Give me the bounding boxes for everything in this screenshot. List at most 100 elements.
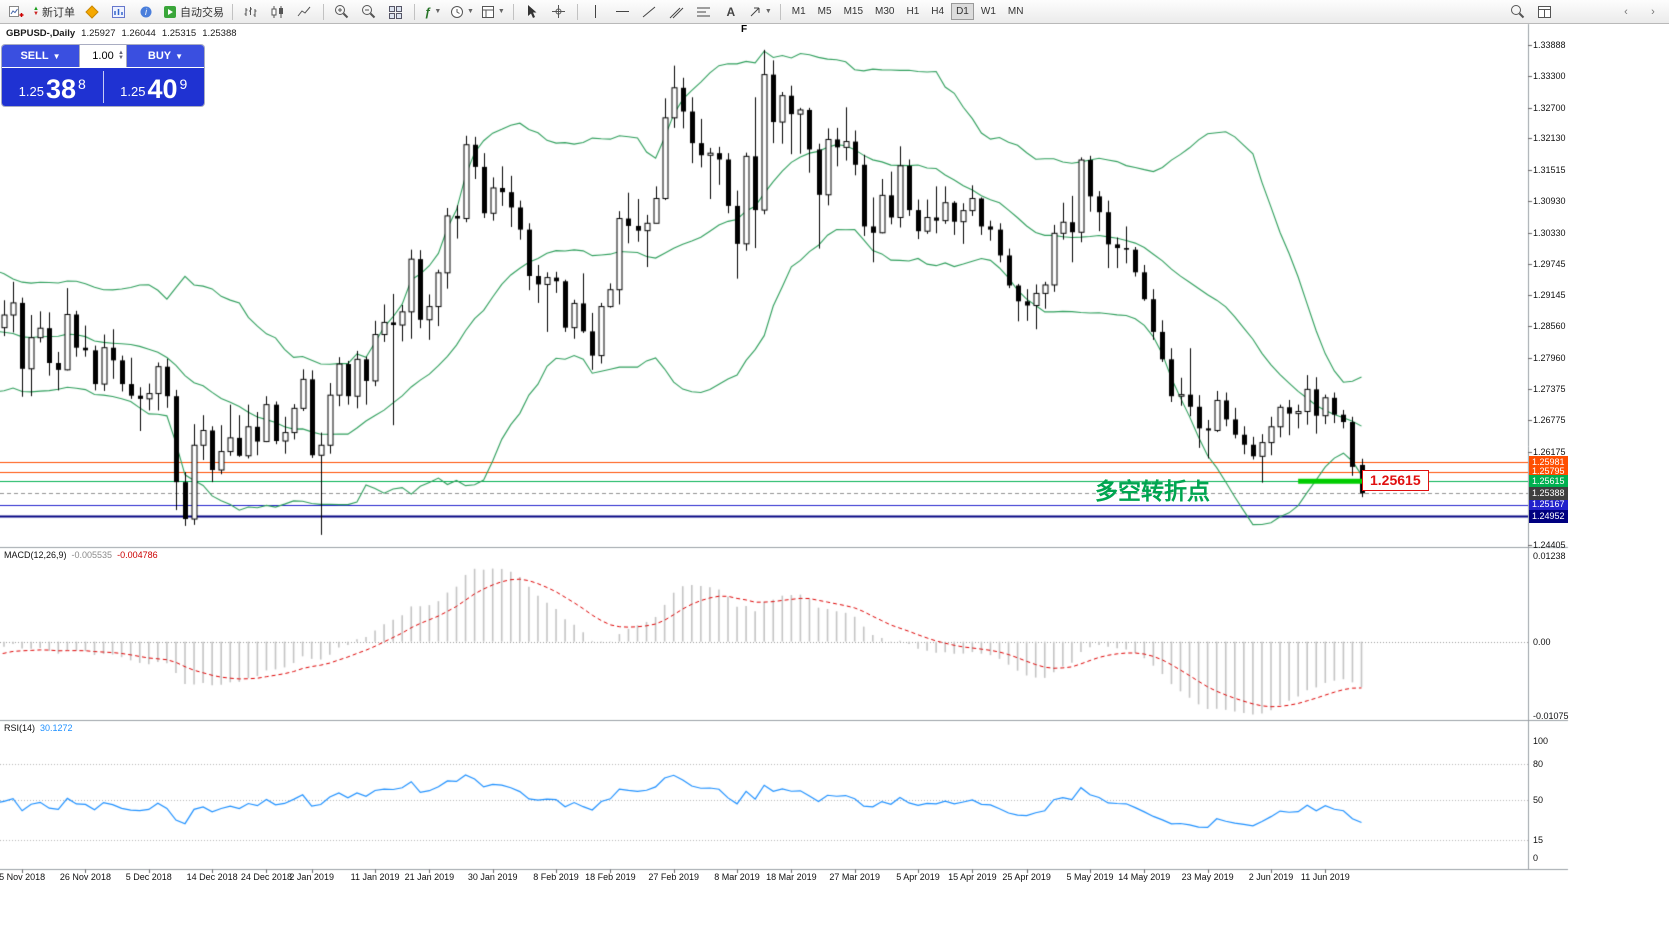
timeframe-m5-button[interactable]: M5: [817, 6, 832, 17]
macd-main-value: -0.005535: [71, 550, 113, 560]
timeframe-m30-button[interactable]: M30: [875, 6, 895, 17]
search-button[interactable]: [1504, 2, 1530, 22]
sell-price-button[interactable]: 1.25 38 8: [2, 68, 103, 106]
toolbar-separator: [322, 3, 324, 20]
candlestick-chart-icon: [271, 5, 284, 18]
turning-point-annotation: 多空转折点: [1095, 478, 1210, 504]
new-order-button[interactable]: ▲ ▼ 新订单: [30, 2, 78, 22]
sell-price-point: 8: [78, 76, 86, 92]
bar-chart-button[interactable]: [238, 2, 264, 22]
toolbar-separator: [576, 3, 578, 20]
flag-marker: F: [741, 24, 748, 35]
vertical-line-tool-button[interactable]: [583, 2, 609, 22]
templates-button[interactable]: ▼: [478, 2, 508, 22]
chevron-down-icon: ▼: [434, 8, 442, 15]
data-window-icon: [1537, 5, 1551, 18]
bar-chart-icon: [244, 6, 257, 17]
buy-price-button[interactable]: 1.25 40 9: [104, 68, 205, 106]
new-chart-icon: [9, 6, 24, 17]
zoom-in-button[interactable]: [329, 2, 355, 22]
quote-header: GBPUSD-,Daily 1.25927 1.26044 1.25315 1.…: [6, 28, 237, 39]
cursor-button[interactable]: [519, 2, 545, 22]
one-click-trading-widget: SELL ▼ 1.00 ▲ ▼ BUY ▼ 1.25 38 8 1.25 40: [2, 45, 204, 106]
channel-tool-button[interactable]: [664, 2, 690, 22]
toolbar-overflow-right-button[interactable]: ›: [1651, 5, 1655, 18]
buy-button[interactable]: BUY ▼: [127, 45, 204, 67]
autotrading-label: 自动交易: [179, 6, 224, 19]
tile-windows-button[interactable]: [383, 2, 409, 22]
buy-price-pips: 40: [147, 74, 178, 104]
price-callout-label: 1.25615: [1362, 470, 1429, 491]
text-tool-icon: A: [726, 4, 736, 19]
mql-community-button[interactable]: [79, 2, 105, 22]
price-scale[interactable]: [1528, 24, 1568, 870]
svg-text:i: i: [145, 7, 148, 17]
zoom-out-button[interactable]: [356, 2, 382, 22]
new-order-label: 新订单: [41, 6, 75, 19]
timeframe-h4-button[interactable]: H4: [931, 6, 945, 17]
new-chart-button[interactable]: [3, 2, 29, 22]
chevron-down-icon: ▼: [466, 8, 474, 15]
timeframe-m15-button[interactable]: M15: [843, 6, 864, 17]
candlestick-chart-button[interactable]: [265, 2, 291, 22]
rsi-indicator-label: RSI(14) 30.1272: [4, 723, 73, 733]
chevron-down-icon: ▼: [764, 8, 772, 15]
chevron-down-icon: ▼: [52, 51, 61, 61]
fibonacci-icon: [697, 7, 711, 16]
zoom-out-icon: [362, 5, 376, 19]
quote-close: 1.25388: [202, 28, 237, 39]
autotrading-icon: [163, 5, 176, 18]
cursor-icon: [528, 5, 537, 18]
timeframe-mn-button[interactable]: MN: [1007, 6, 1024, 17]
crosshair-icon: [552, 5, 566, 18]
autotrading-button[interactable]: 自动交易: [160, 2, 227, 22]
quote-high: 1.26044: [121, 28, 156, 39]
volume-value: 1.00: [92, 50, 114, 62]
market-watch-button[interactable]: [106, 2, 132, 22]
news-button[interactable]: i: [133, 2, 159, 22]
buy-label: BUY: [147, 50, 172, 62]
volume-input[interactable]: 1.00 ▲ ▼: [79, 45, 127, 67]
timeframe-w1-button[interactable]: W1: [980, 6, 996, 17]
sell-price-pips: 38: [45, 74, 77, 104]
trendline-icon: [643, 6, 656, 17]
vertical-line-icon: [595, 5, 597, 18]
sell-button[interactable]: SELL ▼: [2, 45, 79, 67]
tile-windows-icon: [389, 5, 403, 19]
indicators-button[interactable]: ƒ ▼: [420, 2, 446, 22]
macd-signal-value: -0.004786: [117, 550, 158, 560]
timeframe-d1-button[interactable]: D1: [951, 3, 974, 20]
text-tool-button[interactable]: A: [718, 2, 744, 22]
periods-button[interactable]: ▼: [447, 2, 477, 22]
line-chart-button[interactable]: [292, 2, 318, 22]
timeframe-h1-button[interactable]: H1: [906, 6, 920, 17]
toolbar-overflow-left-button[interactable]: ‹: [1624, 5, 1628, 18]
new-order-icon: ▲ ▼: [33, 5, 39, 17]
horizontal-line-tool-button[interactable]: [610, 2, 636, 22]
zoom-in-icon: [335, 5, 349, 19]
toolbar-separator: [231, 3, 233, 20]
timeframe-m1-button[interactable]: M1: [791, 6, 806, 17]
channel-icon: [669, 7, 684, 18]
spread-divider: [102, 71, 104, 103]
rsi-value: 30.1272: [40, 723, 73, 733]
market-watch-icon: [112, 5, 126, 18]
time-scale[interactable]: [0, 869, 1528, 891]
fibonacci-tool-button[interactable]: [691, 2, 717, 22]
arrow-tool-button[interactable]: ▼: [745, 2, 775, 22]
symbol-period-label: GBPUSD-,Daily: [6, 28, 76, 39]
rsi-name: RSI(14): [4, 723, 36, 733]
trendline-tool-button[interactable]: [637, 2, 663, 22]
sell-price-prefix: 1.25: [18, 84, 44, 99]
clock-icon: [450, 5, 463, 18]
macd-indicator-label: MACD(12,26,9) -0.005535 -0.004786: [4, 550, 158, 560]
toolbar-separator: [779, 3, 781, 20]
crosshair-button[interactable]: [546, 2, 572, 22]
search-icon: [1510, 5, 1524, 19]
mql-diamond-icon: [85, 4, 99, 19]
data-window-button[interactable]: [1531, 2, 1557, 22]
timeframe-toolbar: M1 M5 M15 M30 H1 H4 D1 W1 MN: [786, 3, 1030, 20]
volume-stepper[interactable]: ▲ ▼: [118, 50, 124, 61]
chevron-down-icon: ▼: [497, 8, 505, 15]
